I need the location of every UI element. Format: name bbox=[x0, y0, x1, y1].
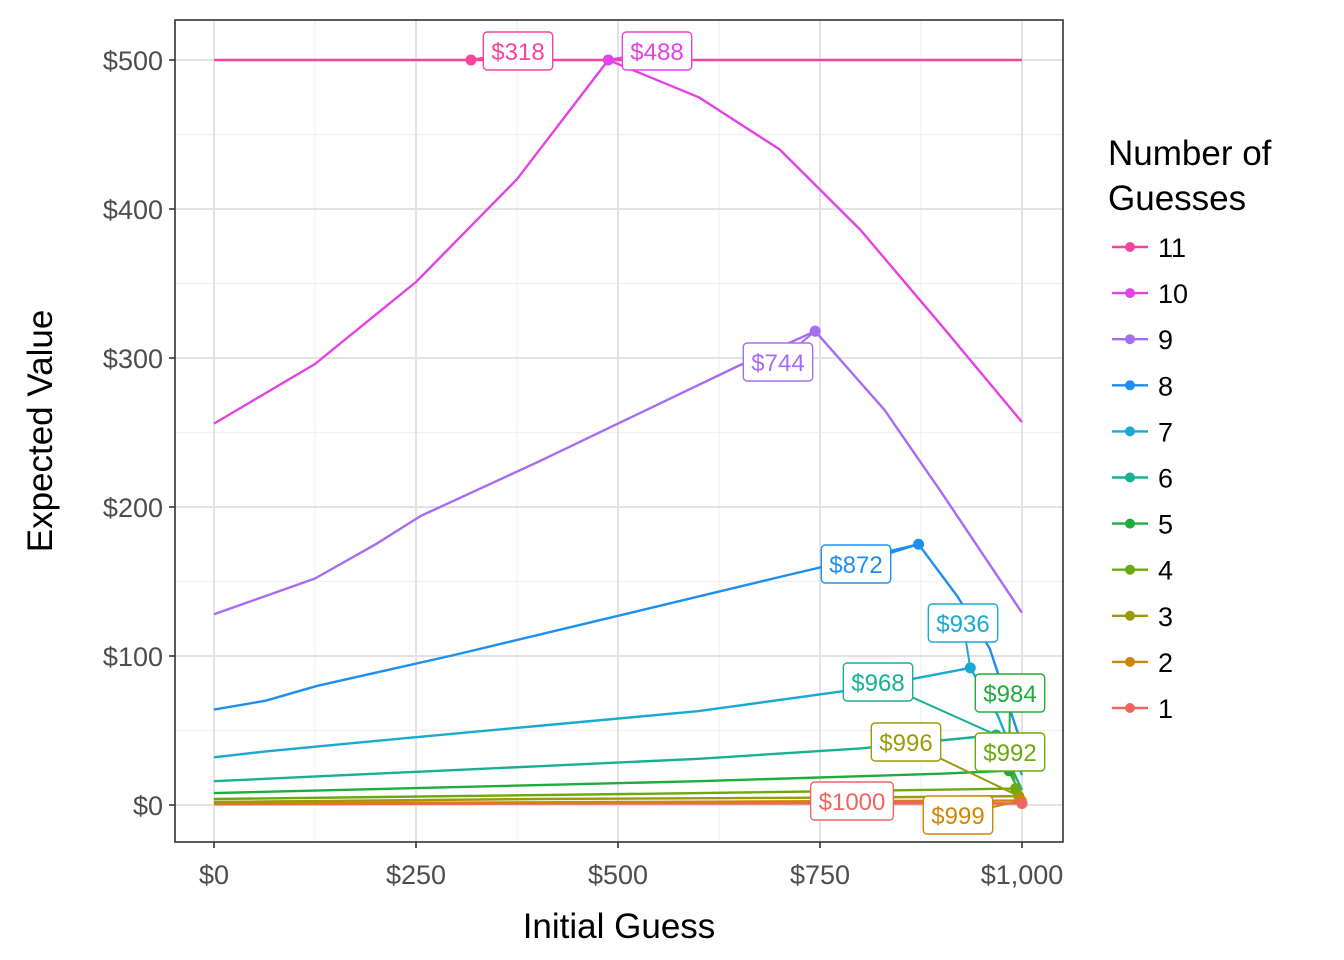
legend-title-line-2: Guesses bbox=[1108, 179, 1246, 218]
legend-key-dot bbox=[1125, 288, 1135, 299]
callout-11: $318 bbox=[482, 31, 554, 71]
legend-item-2: 2 bbox=[1112, 648, 1173, 678]
callout-5: $984 bbox=[974, 673, 1046, 713]
callout-9: $744 bbox=[742, 342, 814, 382]
x-tick-label: $250 bbox=[386, 860, 446, 890]
legend-item-10: 10 bbox=[1112, 279, 1188, 309]
legend-key-dot bbox=[1125, 426, 1135, 437]
legend-item-11: 11 bbox=[1112, 233, 1186, 263]
y-tick-label: $0 bbox=[133, 791, 163, 821]
legend-key-dot bbox=[1125, 656, 1135, 667]
callout-label: $996 bbox=[879, 730, 932, 757]
legend-label: 10 bbox=[1158, 279, 1188, 309]
legend-item-7: 7 bbox=[1112, 417, 1173, 447]
x-tick-label: $500 bbox=[588, 860, 648, 890]
y-axis-title: Expected Value bbox=[21, 310, 60, 553]
optimum-points bbox=[465, 54, 1028, 810]
callout-label: $984 bbox=[983, 681, 1036, 708]
legend-label: 3 bbox=[1158, 602, 1173, 632]
x-axis-title: Initial Guess bbox=[523, 907, 716, 946]
optimum-point-7 bbox=[964, 662, 976, 674]
legend-key-dot bbox=[1125, 380, 1135, 391]
legend-key-dot bbox=[1125, 703, 1135, 713]
x-tick-label: $750 bbox=[790, 860, 850, 890]
callout-box bbox=[842, 662, 914, 702]
legend-key-dot bbox=[1125, 242, 1135, 252]
legend-label: 4 bbox=[1158, 556, 1173, 586]
legend-label: 5 bbox=[1158, 510, 1173, 540]
series-line-9 bbox=[213, 330, 1023, 616]
legend-item-9: 9 bbox=[1112, 325, 1173, 355]
legend-label: 11 bbox=[1158, 233, 1186, 263]
legend-label: 8 bbox=[1158, 371, 1173, 401]
y-tick-label: $200 bbox=[103, 493, 163, 523]
callout-label: $992 bbox=[983, 740, 1036, 767]
callout-8: $872 bbox=[820, 544, 892, 584]
legend-key-dot bbox=[1125, 518, 1135, 529]
callout-label: $744 bbox=[751, 350, 804, 377]
legend: Number of Guesses 11 10 9 8 7 6 5 4 3 2 1 bbox=[1108, 134, 1272, 724]
callout-7: $936 bbox=[927, 603, 999, 643]
legend-key-dot bbox=[1125, 610, 1135, 621]
callout-10: $488 bbox=[621, 31, 693, 71]
optimum-point-8 bbox=[913, 538, 925, 550]
legend-key-dot bbox=[1125, 472, 1135, 483]
callout-box bbox=[974, 673, 1046, 713]
legend-label: 1 bbox=[1158, 694, 1173, 724]
callout-label: $968 bbox=[851, 670, 904, 697]
callout-label: $936 bbox=[936, 611, 989, 638]
callout-2: $999 bbox=[922, 795, 994, 835]
y-tick-label: $300 bbox=[103, 344, 163, 374]
axis-ticks bbox=[169, 59, 1023, 848]
callout-box bbox=[927, 603, 999, 643]
optimum-point-1 bbox=[1016, 798, 1028, 810]
legend-key-dot bbox=[1125, 334, 1135, 345]
callout-box bbox=[621, 31, 693, 71]
legend-item-4: 4 bbox=[1112, 556, 1173, 586]
callout-box bbox=[482, 31, 554, 71]
callout-label: $318 bbox=[491, 39, 544, 66]
callout-box bbox=[974, 732, 1046, 772]
callout-box bbox=[922, 795, 994, 835]
y-tick-label: $100 bbox=[103, 642, 163, 672]
optimum-point-9 bbox=[809, 325, 821, 337]
legend-item-1: 1 bbox=[1112, 694, 1173, 724]
panel-border bbox=[174, 19, 1064, 843]
legend-label: 9 bbox=[1158, 325, 1173, 355]
legend-item-5: 5 bbox=[1112, 510, 1173, 540]
callout-box bbox=[820, 544, 892, 584]
callout-4: $992 bbox=[974, 732, 1046, 772]
callout-1: $1000 bbox=[809, 781, 895, 821]
callout-label: $872 bbox=[829, 552, 882, 579]
callout-label: $999 bbox=[931, 803, 984, 830]
legend-key-dot bbox=[1125, 564, 1135, 575]
callout-box bbox=[870, 722, 942, 762]
legend-item-6: 6 bbox=[1112, 464, 1173, 494]
optimum-point-11 bbox=[465, 54, 477, 66]
legend-items: 11 10 9 8 7 6 5 4 3 2 1 bbox=[1112, 233, 1188, 724]
legend-label: 2 bbox=[1158, 648, 1173, 678]
callout-label: $488 bbox=[630, 39, 683, 66]
callout-3: $996 bbox=[870, 722, 942, 762]
legend-title-line-1: Number of bbox=[1108, 134, 1272, 173]
legend-item-8: 8 bbox=[1112, 371, 1173, 401]
optimum-point-10 bbox=[602, 54, 614, 66]
legend-label: 6 bbox=[1158, 464, 1173, 494]
callout-labels: $318 $488 $744 $872 $936 $968 $984 $992 $996 $999… bbox=[482, 31, 1046, 835]
legend-label: 7 bbox=[1158, 417, 1173, 447]
legend-item-3: 3 bbox=[1112, 602, 1173, 632]
callout-6: $968 bbox=[842, 662, 914, 702]
x-tick-labels: $0 $250 $500 $750 $1,000 bbox=[199, 860, 1063, 890]
callout-label: $1000 bbox=[819, 789, 886, 816]
y-tick-label: $500 bbox=[103, 46, 163, 76]
series-line-10 bbox=[213, 58, 1023, 425]
callout-box bbox=[809, 781, 895, 821]
x-tick-label: $0 bbox=[199, 860, 229, 890]
y-tick-labels: $0 $100 $200 $300 $400 $500 bbox=[103, 46, 163, 821]
y-tick-label: $400 bbox=[103, 195, 163, 225]
x-tick-label: $1,000 bbox=[981, 860, 1064, 890]
callout-box bbox=[742, 342, 814, 382]
